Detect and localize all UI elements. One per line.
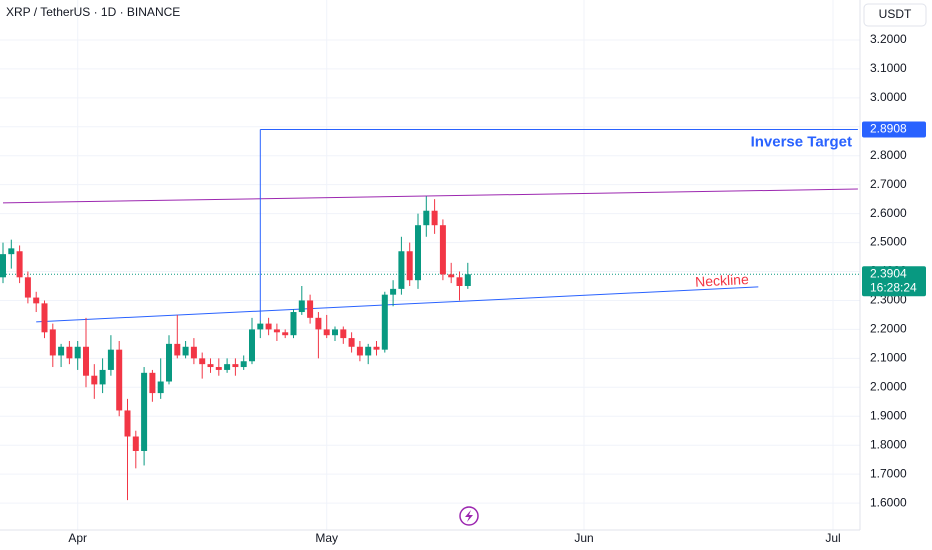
y-tick-label: 1.9000	[870, 408, 907, 422]
candle-body	[41, 303, 48, 333]
y-tick-label: 3.0000	[870, 90, 907, 104]
candle-body	[439, 225, 446, 275]
y-tick-label: 2.1000	[870, 351, 907, 365]
candle-body	[307, 300, 314, 318]
candle-body	[332, 329, 338, 336]
y-tick-label: 3.1000	[870, 61, 907, 75]
neckline	[36, 286, 759, 323]
candle-body	[415, 225, 421, 281]
candle-body	[0, 254, 6, 278]
target-label: Inverse Target	[751, 133, 852, 150]
candle-body	[356, 346, 363, 356]
x-tick-label: Apr	[68, 531, 87, 545]
candle-body	[406, 251, 413, 281]
candle-body	[149, 372, 156, 394]
candle-body	[282, 332, 289, 336]
candle-body	[33, 297, 40, 304]
candle-body	[16, 251, 23, 278]
candle-body	[157, 381, 164, 394]
y-tick-label: 2.6000	[870, 206, 907, 220]
target-price-label: 2.8908	[870, 122, 907, 136]
candle-body	[340, 329, 347, 339]
icon[interactable]	[465, 510, 473, 522]
candle-body	[174, 343, 181, 356]
y-tick-label: 2.2000	[870, 322, 907, 336]
candle-body	[99, 369, 106, 385]
currency-button[interactable]	[863, 3, 927, 27]
y-tick-label: 2.8000	[870, 148, 907, 162]
candle-body	[74, 346, 81, 359]
candle-body	[24, 277, 31, 298]
candle-body	[464, 274, 471, 286]
candle-body	[431, 210, 438, 226]
candle-body	[423, 210, 430, 226]
candle-body	[232, 364, 239, 368]
candle-body	[132, 436, 139, 451]
candle-body	[107, 349, 114, 370]
candle-body	[83, 346, 89, 376]
candle-body	[323, 329, 330, 336]
candle-body	[124, 410, 131, 437]
candle-body	[456, 277, 463, 286]
candle-body	[91, 375, 98, 385]
x-tick-label: Jun	[574, 531, 593, 545]
candle-body	[224, 364, 231, 370]
candle-body	[265, 323, 272, 330]
currency[interactable]: USDT	[879, 7, 912, 21]
candle-body	[448, 274, 455, 278]
candle-body	[390, 288, 397, 295]
resistance-line	[2, 188, 858, 204]
candle-body	[49, 329, 56, 356]
last-price-tag	[862, 266, 926, 297]
candle-body	[66, 346, 73, 359]
y-tick-label: 1.7000	[870, 466, 907, 480]
candle-body	[190, 346, 197, 359]
candle-body	[58, 346, 65, 356]
y-tick-label: 3.2000	[870, 32, 907, 46]
candle-body	[207, 364, 214, 368]
x-tick-label: Jul	[825, 531, 840, 545]
y-tick-label: 2.5000	[870, 235, 907, 249]
candle-body	[348, 338, 355, 347]
candle-body	[373, 346, 380, 350]
candle-body	[398, 251, 405, 289]
marks	[0, 128, 860, 501]
candle-body	[199, 358, 206, 365]
candle-body	[273, 329, 280, 333]
candle-body	[8, 248, 15, 255]
candle-body	[257, 323, 264, 330]
chart-title: XRP / TetherUS · 1D · BINANCE	[6, 5, 180, 19]
candle-body	[215, 367, 222, 370]
target-price-tag	[862, 121, 926, 138]
neckline-label: Neckline	[695, 271, 750, 290]
candle-body	[290, 312, 297, 336]
y-tick-label: 2.7000	[870, 177, 907, 191]
countdown: 16:28:24	[870, 280, 917, 294]
candle-body	[116, 349, 123, 411]
last-price-label: 2.3904	[870, 266, 907, 280]
candle-body	[315, 317, 322, 330]
candle-body	[166, 343, 172, 382]
y-tick-label: 2.0000	[870, 379, 907, 393]
candle-body	[365, 346, 372, 356]
icon[interactable]	[459, 506, 479, 526]
candle-body	[182, 346, 189, 356]
y-tick-label: 1.8000	[870, 437, 907, 451]
candle-body	[298, 300, 305, 313]
candle-body	[141, 372, 148, 451]
x-tick-label: May	[315, 531, 338, 545]
candle-body	[249, 329, 255, 362]
y-tick-label: 1.6000	[870, 495, 907, 509]
candle-body	[240, 361, 247, 368]
candle-body	[381, 294, 388, 350]
